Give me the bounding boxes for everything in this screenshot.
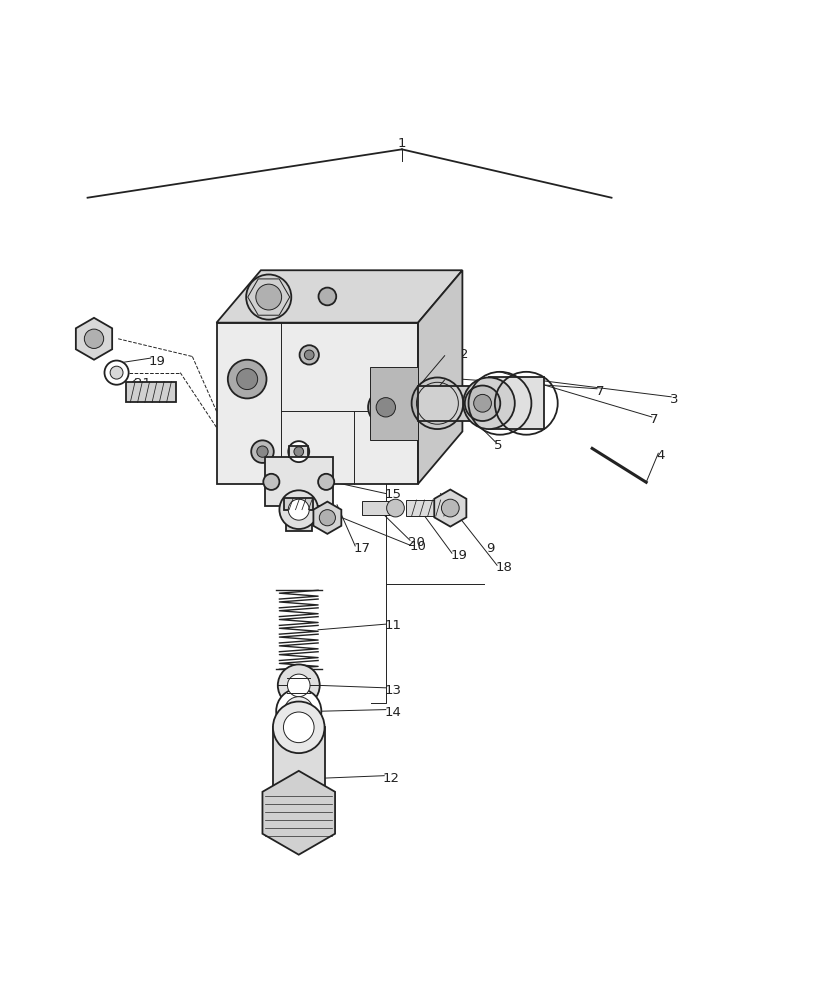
Circle shape [276, 689, 321, 734]
Text: 17: 17 [353, 542, 370, 555]
Circle shape [318, 288, 336, 305]
Text: 18: 18 [79, 325, 97, 338]
Bar [405, 500, 450, 516]
Text: 6: 6 [256, 294, 265, 307]
Bar [289, 446, 308, 457]
Text: 8: 8 [347, 280, 356, 293]
Bar [265, 457, 333, 506]
Circle shape [288, 441, 309, 462]
Circle shape [318, 474, 334, 490]
Circle shape [251, 440, 274, 463]
Text: 12: 12 [382, 772, 399, 785]
Text: 15: 15 [384, 488, 400, 501]
Text: 4: 4 [656, 449, 664, 462]
Circle shape [319, 510, 335, 526]
Text: 3: 3 [669, 393, 677, 406]
Circle shape [279, 490, 318, 529]
Text: 7: 7 [649, 413, 658, 426]
Text: 13: 13 [384, 684, 400, 697]
Text: 16: 16 [384, 447, 400, 460]
Bar [284, 498, 313, 510]
Circle shape [284, 697, 313, 726]
Bar [361, 501, 395, 515]
Circle shape [473, 394, 491, 412]
Circle shape [288, 499, 309, 520]
Text: 11: 11 [384, 619, 400, 632]
Text: 19: 19 [450, 549, 467, 562]
Circle shape [368, 390, 403, 425]
Text: 18: 18 [495, 561, 512, 574]
Circle shape [246, 274, 291, 320]
Bar [126, 382, 176, 402]
Polygon shape [418, 270, 462, 484]
Polygon shape [313, 502, 341, 534]
Circle shape [299, 345, 319, 365]
Polygon shape [216, 323, 418, 484]
Circle shape [104, 361, 129, 385]
Polygon shape [262, 771, 335, 855]
Circle shape [386, 499, 404, 517]
Text: 21: 21 [133, 377, 151, 390]
Text: 14: 14 [384, 706, 400, 719]
Polygon shape [369, 367, 418, 440]
Bar [273, 727, 324, 786]
Text: 7: 7 [595, 385, 603, 398]
Circle shape [237, 369, 257, 390]
Circle shape [464, 386, 500, 421]
Polygon shape [434, 490, 466, 527]
Text: 1: 1 [397, 137, 405, 150]
Circle shape [256, 446, 268, 457]
Circle shape [463, 377, 514, 429]
Circle shape [376, 398, 395, 417]
Circle shape [273, 702, 324, 753]
Text: 9: 9 [485, 542, 494, 555]
Circle shape [84, 329, 103, 348]
Bar [286, 510, 311, 531]
Circle shape [441, 499, 459, 517]
Polygon shape [76, 318, 112, 360]
Circle shape [293, 447, 303, 456]
Circle shape [283, 712, 314, 743]
Text: 20: 20 [408, 536, 425, 549]
Polygon shape [488, 377, 543, 429]
Text: 19: 19 [148, 355, 165, 368]
Polygon shape [216, 270, 462, 323]
Circle shape [287, 674, 310, 697]
Circle shape [228, 360, 266, 398]
Circle shape [256, 284, 281, 310]
Circle shape [110, 366, 123, 379]
Text: 10: 10 [410, 540, 427, 553]
Circle shape [263, 474, 279, 490]
Text: 5: 5 [493, 439, 502, 452]
Text: 2: 2 [459, 348, 468, 361]
Circle shape [278, 664, 319, 706]
Polygon shape [418, 386, 482, 421]
Circle shape [304, 350, 314, 360]
